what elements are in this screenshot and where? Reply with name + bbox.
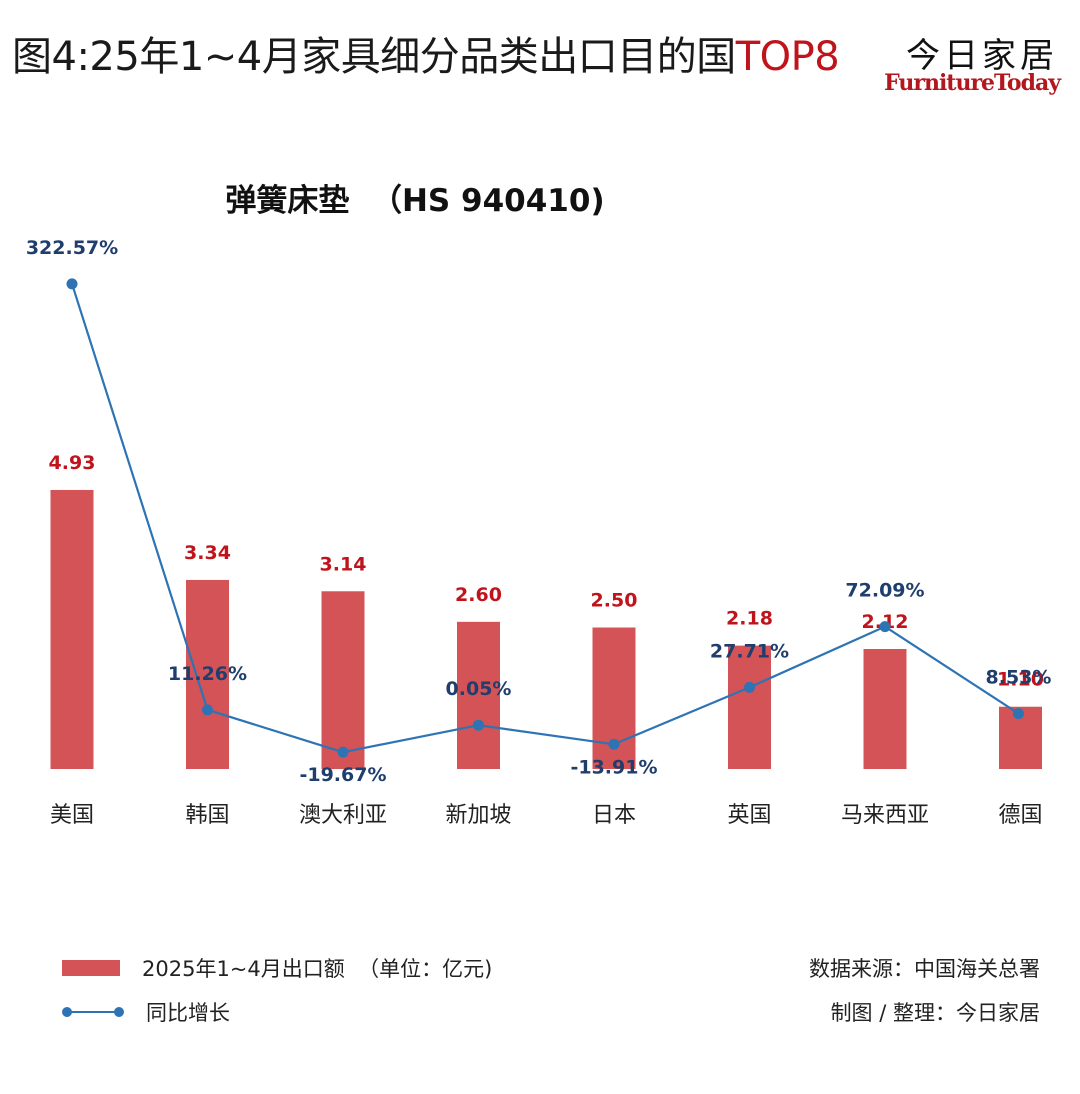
legend-label-line: 同比增长 xyxy=(146,1001,230,1025)
growth-point-2 xyxy=(202,704,213,716)
category-label-4: 新加坡 xyxy=(445,803,511,828)
growth-label-3: -19.67% xyxy=(299,764,386,786)
growth-point-1 xyxy=(66,278,78,290)
brand-name-cn: 今日家居 xyxy=(906,36,1058,76)
category-label-1: 美国 xyxy=(50,803,94,828)
bar-label-5: 2.50 xyxy=(591,590,638,612)
legend-swatch-line xyxy=(62,1004,124,1020)
growth-point-7 xyxy=(879,621,891,633)
legend-label-bar: 2025年1~4月出口额 （单位：亿元) xyxy=(142,957,493,981)
category-label-3: 澳大利亚 xyxy=(299,803,387,828)
growth-label-4: 0.05% xyxy=(446,678,512,700)
growth-label-1: 322.57% xyxy=(26,237,118,259)
bar-4 xyxy=(457,621,500,769)
bar-label-3: 3.14 xyxy=(320,553,367,575)
category-label-7: 马来西亚 xyxy=(841,803,929,828)
bar-label-1: 4.93 xyxy=(49,452,96,474)
growth-line xyxy=(70,283,1020,754)
growth-label-6: 27.71% xyxy=(710,640,789,662)
growth-point-6 xyxy=(744,681,755,693)
chart-title: 弹簧床垫 （HS 940410) xyxy=(225,183,605,219)
bar-6 xyxy=(728,645,771,769)
category-label-8: 德国 xyxy=(998,803,1042,828)
growth-point-4 xyxy=(473,719,484,731)
bar-label-8: 1.10 xyxy=(997,669,1044,691)
data-source: 数据来源：中国海关总署 xyxy=(809,957,1040,981)
growth-label-5: -13.91% xyxy=(570,756,657,778)
page-title: 图4:25年1~4月家具细分品类出口目的国TOP8 xyxy=(12,24,840,82)
growth-label-8: 8.53% xyxy=(986,667,1052,689)
growth-label-7: 72.09% xyxy=(845,580,924,602)
bar-1 xyxy=(50,489,94,769)
bar-3 xyxy=(321,591,365,769)
chart-credit: 制图 / 整理：今日家居 xyxy=(830,1001,1040,1025)
growth-point-3 xyxy=(337,746,349,758)
category-label-2: 韩国 xyxy=(185,803,229,828)
bar-2 xyxy=(186,579,229,769)
legend-item-line: 同比增长 xyxy=(62,997,230,1027)
bar-label-6: 2.18 xyxy=(726,608,773,630)
page-title-accent: TOP8 xyxy=(735,34,840,80)
page-title-main: 图4:25年1~4月家具细分品类出口目的国 xyxy=(12,34,736,80)
bar-7 xyxy=(863,649,907,769)
bar-label-2: 3.34 xyxy=(184,542,231,564)
growth-point-8 xyxy=(1013,708,1024,720)
legend-item-bar: 2025年1~4月出口额 （单位：亿元) xyxy=(62,953,492,983)
bar-label-4: 2.60 xyxy=(455,584,502,606)
brand-logo: FurnitureToday xyxy=(884,70,1061,96)
category-label-6: 英国 xyxy=(727,803,771,828)
legend-swatch-bar xyxy=(62,960,120,976)
growth-point-5 xyxy=(608,738,620,750)
growth-label-2: 11.26% xyxy=(168,663,247,685)
category-label-5: 日本 xyxy=(592,803,636,828)
